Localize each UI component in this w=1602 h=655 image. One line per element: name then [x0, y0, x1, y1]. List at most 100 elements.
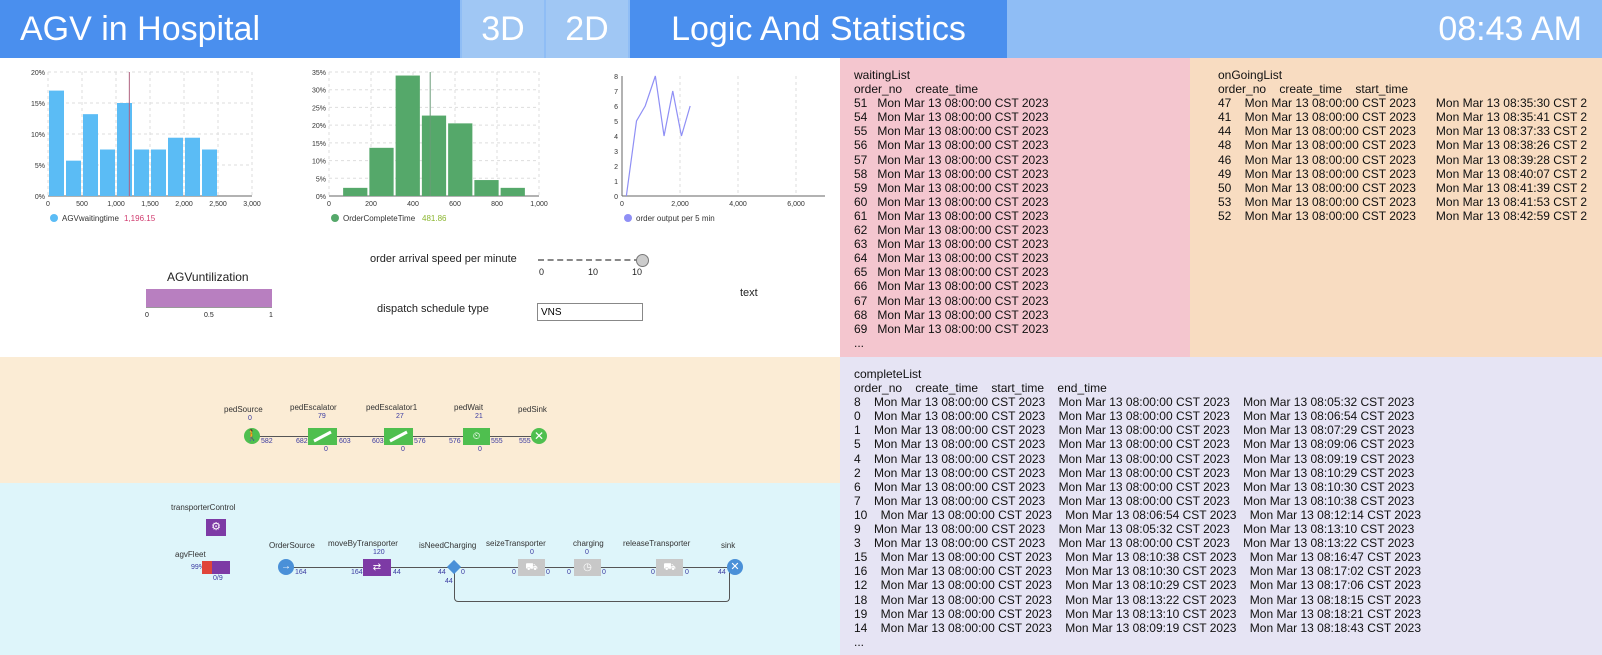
- order-complete-time-histogram: 0% 5% 10% 15% 20% 25% 30% 35% 0 200 400 600 800 1,000: [312, 70, 548, 208]
- charging-out: 0: [602, 569, 606, 576]
- onGoingList-row: 47 Mon Mar 13 08:00:00 CST 2023 Mon Mar …: [1218, 96, 1588, 111]
- tab-2d[interactable]: 2D: [546, 0, 628, 58]
- order-output-x-tick: 2,000: [671, 201, 689, 208]
- order-complete-y-tick: 5%: [316, 176, 326, 183]
- agv-wait-bar: [202, 149, 217, 196]
- seize-transporter-out: 0: [546, 569, 550, 576]
- waitingList-row: 66 Mon Mar 13 08:00:00 CST 2023: [854, 279, 1049, 294]
- legend-dot-agv-waiting: [50, 214, 58, 222]
- agv-flow-panel: transporterControl ⚙ agvFleet 99% 0/9 Or…: [0, 483, 840, 655]
- order-complete-y-tick: 0%: [316, 194, 326, 201]
- order-source-icon[interactable]: →: [278, 559, 294, 575]
- is-need-charging-in: 44: [438, 569, 446, 576]
- agv-fleet-percent: 99%: [191, 564, 206, 571]
- waiting-list-more: ...: [854, 335, 865, 350]
- order-complete-y-tick: 15%: [312, 141, 326, 148]
- waiting-list-panel: waitingList order_no create_time 51 Mon …: [840, 58, 1190, 357]
- agv-wait-bar: [100, 149, 115, 196]
- seize-transporter-label: seizeTransporter: [486, 539, 546, 548]
- waiting-list-rows: 51 Mon Mar 13 08:00:00 CST 2023 54 Mon Ma…: [854, 96, 1176, 336]
- ped-sink-icon[interactable]: ✕: [531, 428, 547, 444]
- agv-wait-x-tick: 1,500: [141, 201, 159, 208]
- ped-escalator1-out: 576: [414, 438, 426, 445]
- complete-list-rows: 8 Mon Mar 13 08:00:00 CST 2023 Mon Mar 1…: [854, 395, 1588, 635]
- waitingList-row: 57 Mon Mar 13 08:00:00 CST 2023: [854, 152, 1049, 167]
- onGoingList-row: 52 Mon Mar 13 08:00:00 CST 2023 Mon Mar …: [1218, 208, 1588, 223]
- complete-list-title: completeList: [854, 367, 922, 381]
- completeList-row: 9 Mon Mar 13 08:00:00 CST 2023 Mon Mar 1…: [854, 522, 1415, 537]
- is-need-charging-bottom: 44: [445, 578, 453, 585]
- order-complete-bar: [474, 180, 499, 196]
- app-title: AGV in Hospital: [0, 0, 460, 58]
- agv-wait-bar: [83, 114, 98, 196]
- charging-clock-icon[interactable]: ◷: [574, 559, 601, 576]
- onGoingList-row: 44 Mon Mar 13 08:00:00 CST 2023 Mon Mar …: [1218, 124, 1588, 139]
- legend-agv-waiting-value: 1,196.15: [124, 214, 156, 223]
- sink-in: 44: [718, 569, 726, 576]
- ped-sink-label: pedSink: [518, 405, 547, 414]
- ped-wait-in: 576: [449, 438, 461, 445]
- agv-fleet-label: agvFleet: [175, 550, 206, 559]
- order-complete-bar: [421, 115, 447, 196]
- order-output-line-chart: 0 1 2 3 4 5 6 7 8 0 2,000 4,000 6,000: [614, 74, 825, 208]
- order-output-y-tick: 7: [614, 89, 618, 96]
- ped-wait-icon[interactable]: ⏲: [463, 428, 490, 445]
- order-complete-y-tick: 30%: [312, 88, 326, 95]
- onGoingList-row: 41 Mon Mar 13 08:00:00 CST 2023 Mon Mar …: [1218, 110, 1588, 125]
- waitingList-row: 54 Mon Mar 13 08:00:00 CST 2023: [854, 110, 1049, 125]
- waitingList-row: 67 Mon Mar 13 08:00:00 CST 2023: [854, 293, 1049, 308]
- seize-transporter-count: 0: [530, 549, 534, 556]
- tab-logic-and-statistics[interactable]: Logic And Statistics: [630, 0, 1007, 58]
- arrival-speed-slider-track[interactable]: [538, 259, 640, 261]
- order-complete-x-tick: 200: [365, 201, 377, 208]
- ped-escalator-icon[interactable]: [308, 428, 337, 445]
- move-by-transporter-icon[interactable]: ⇄: [363, 559, 391, 576]
- ongoing-list-header: order_no create_time start_time: [1218, 82, 1409, 97]
- transporter-control-icon[interactable]: ⚙: [206, 519, 226, 536]
- order-complete-x-tick: 800: [491, 201, 503, 208]
- agv-wait-bar: [66, 160, 81, 196]
- order-complete-y-tick: 10%: [312, 159, 326, 166]
- ped-source-out: 582: [261, 438, 273, 445]
- ped-wait-bottom: 0: [478, 446, 482, 453]
- legend-agv-waiting-name: AGVwaitingtime: [62, 214, 119, 223]
- ped-escalator1-bottom: 0: [401, 446, 405, 453]
- ped-escalator-bottom: 0: [324, 446, 328, 453]
- order-output-y-tick: 6: [614, 104, 618, 111]
- waitingList-row: 55 Mon Mar 13 08:00:00 CST 2023: [854, 124, 1049, 139]
- utilization-tick-0: 0: [145, 312, 149, 319]
- release-transporter-label: releaseTransporter: [623, 539, 691, 548]
- tab-3d[interactable]: 3D: [462, 0, 544, 58]
- onGoingList-row: 48 Mon Mar 13 08:00:00 CST 2023 Mon Mar …: [1218, 138, 1588, 153]
- release-transporter-icon[interactable]: ⛟: [656, 559, 683, 576]
- dispatch-label: dispatch schedule type: [377, 303, 489, 315]
- order-output-y-tick: 5: [614, 119, 618, 126]
- order-output-x-tick: 4,000: [729, 201, 747, 208]
- ped-escalator1-icon[interactable]: [384, 428, 413, 445]
- seize-transporter-in: 0: [512, 569, 516, 576]
- release-transporter-in: 0: [651, 569, 655, 576]
- order-complete-x-tick: 600: [449, 201, 461, 208]
- ped-source-icon[interactable]: 🚶: [244, 428, 260, 444]
- completeList-row: 0 Mon Mar 13 08:00:00 CST 2023 Mon Mar 1…: [854, 409, 1415, 424]
- release-transporter-out: 0: [685, 569, 689, 576]
- utilization-tick-05: 0.5: [204, 312, 214, 319]
- dispatch-type-field[interactable]: [537, 303, 643, 321]
- arrival-tick-max: 10: [588, 267, 599, 277]
- order-output-y-tick: 8: [614, 74, 618, 81]
- agv-fleet-icon[interactable]: [202, 561, 230, 574]
- agv-wait-bar: [117, 103, 132, 196]
- sink-icon[interactable]: ✕: [727, 559, 743, 575]
- ped-escalator-count: 79: [318, 413, 326, 420]
- legend-order-output-name: order output per 5 min: [636, 214, 715, 223]
- is-need-charging-out: 0: [461, 569, 465, 576]
- agv-wait-x-tick: 2,500: [209, 201, 227, 208]
- completeList-row: 12 Mon Mar 13 08:00:00 CST 2023 Mon Mar …: [854, 578, 1422, 593]
- arrival-speed-slider-thumb[interactable]: [636, 254, 649, 267]
- seize-transporter-icon[interactable]: ⛟: [518, 559, 545, 576]
- ped-source-label: pedSource: [224, 405, 263, 414]
- agv-wait-y-tick: 15%: [31, 101, 45, 108]
- completeList-row: 10 Mon Mar 13 08:00:00 CST 2023 Mon Mar …: [854, 507, 1422, 522]
- waitingList-row: 63 Mon Mar 13 08:00:00 CST 2023: [854, 237, 1049, 252]
- waitingList-row: 69 Mon Mar 13 08:00:00 CST 2023: [854, 321, 1049, 336]
